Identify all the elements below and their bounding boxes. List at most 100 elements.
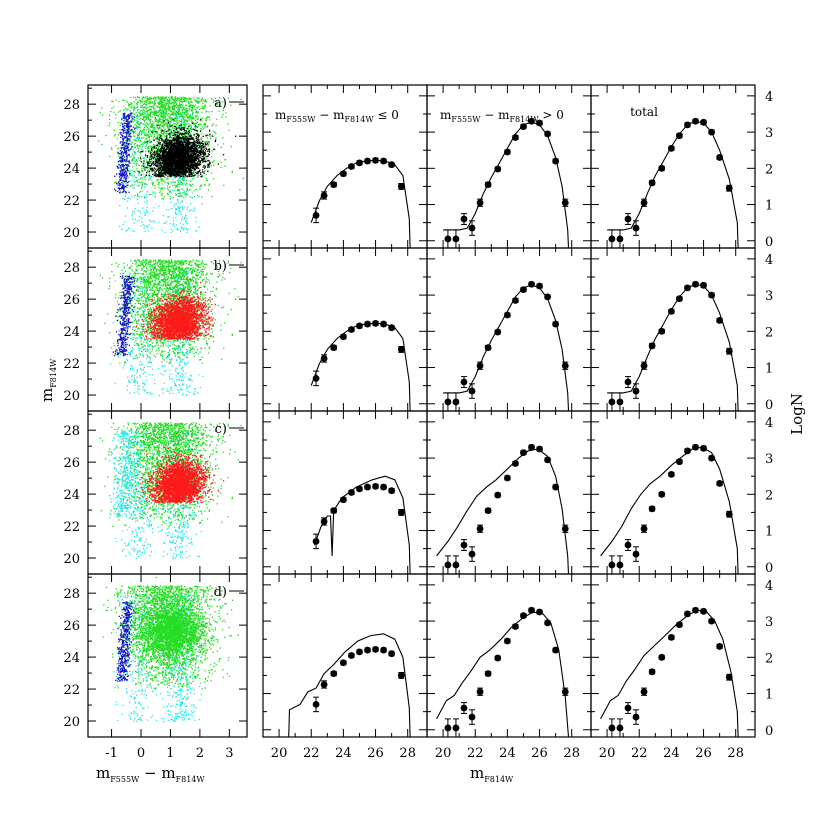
lf-frame-r3-c1 xyxy=(262,410,428,575)
lf-point-r4-c1-0 xyxy=(312,701,320,708)
lf-point-r1-c3-9 xyxy=(684,121,691,129)
lf-yticklabel-r1-3: 3 xyxy=(765,126,773,141)
lf-point-r4-c1-10 xyxy=(397,672,405,679)
lf-point-r4-c1-2 xyxy=(330,670,338,678)
lf-point-r1-c1-5 xyxy=(356,159,363,167)
cmd-yticklabel-1-4: 28 xyxy=(63,98,80,113)
cmd-yticklabel-4-1: 22 xyxy=(63,683,80,698)
lf-point-r3-c2-9 xyxy=(520,449,527,457)
lf-panel-r3-c2 xyxy=(426,410,592,575)
lf-yticklabel-r3-2: 2 xyxy=(765,488,773,503)
lf-xlabel: mF814W xyxy=(470,764,514,784)
lf-yticklabel-r4-4: 4 xyxy=(765,579,773,594)
lf-point-r1-c2-13 xyxy=(552,157,560,165)
lf-point-r3-c2-3 xyxy=(468,550,476,558)
lf-title-col3: total xyxy=(630,105,658,119)
lf-point-r4-c1-6 xyxy=(364,646,371,654)
lf-point-r4-c2-12 xyxy=(544,619,551,627)
lf-point-r3-c2-11 xyxy=(536,445,543,453)
lf-point-r2-c3-0 xyxy=(608,398,616,406)
lf-point-r2-c2-7 xyxy=(503,311,511,319)
cmd-stars-4 xyxy=(102,576,239,723)
lf-point-r3-c3-9 xyxy=(684,447,691,455)
lf-xticklabel-c1-4: 28 xyxy=(399,746,416,761)
lf-point-r4-c2-2 xyxy=(460,704,468,712)
lf-point-r3-c3-3 xyxy=(632,550,640,558)
lf-point-r4-c1-8 xyxy=(380,646,387,654)
lf-point-r2-c2-8 xyxy=(512,297,519,304)
lf-model-r1-c3 xyxy=(607,120,739,248)
lf-point-r4-c3-9 xyxy=(684,610,691,618)
lf-point-r2-c1-10 xyxy=(397,346,405,353)
cmd-stars-3 xyxy=(99,422,242,560)
lf-xticklabel-c2-1: 22 xyxy=(467,746,484,761)
lf-point-r4-c3-2 xyxy=(624,704,632,712)
lf-point-r4-c2-1 xyxy=(452,724,460,732)
cmd-cyan-stars-3 xyxy=(112,430,203,560)
cmd-overlay-stars-2 xyxy=(136,278,237,341)
lf-point-r3-c2-0 xyxy=(444,561,452,569)
lf-point-r2-c1-4 xyxy=(348,326,355,333)
lf-point-r1-c1-0 xyxy=(312,212,320,219)
lf-point-r2-c1-6 xyxy=(364,320,371,328)
lf-point-r1-c2-11 xyxy=(536,119,543,127)
cmd-ylabel: mF814W xyxy=(38,358,58,402)
lf-point-r1-c2-12 xyxy=(544,130,551,138)
lf-xticklabel-c2-2: 24 xyxy=(499,746,516,761)
lf-point-r4-c1-9 xyxy=(388,650,396,658)
lf-yticklabel-r1-1: 1 xyxy=(765,199,773,214)
lf-point-r1-c3-0 xyxy=(608,235,616,243)
lf-yticklabel-r4-2: 2 xyxy=(765,651,773,666)
lf-point-r1-c2-8 xyxy=(512,134,519,141)
lf-point-r4-c3-11 xyxy=(700,607,707,615)
lf-panel-r4-c3: 0 1 2 3 4 20 22 24 26 28 xyxy=(590,573,773,761)
lf-panel-r1-c2 xyxy=(426,84,592,249)
cmd-panel-4: 20 22 24 26 28 d) -1 0 1 2 3 xyxy=(63,573,248,761)
cmd-panel-label-4: d) xyxy=(214,585,227,600)
lf-point-r4-c2-0 xyxy=(444,724,452,732)
cmd-cyan-stars-4 xyxy=(113,593,203,723)
cmd-yticklabel-3-3: 26 xyxy=(63,456,80,471)
lf-point-r4-c2-7 xyxy=(503,637,511,645)
lf-yticklabel-r4-3: 3 xyxy=(765,615,773,630)
lf-yticklabel-r2-0: 0 xyxy=(765,398,773,413)
lf-yticklabel-r4-0: 0 xyxy=(765,724,773,739)
lf-point-r3-c3-12 xyxy=(708,454,715,462)
lf-point-r1-c2-1 xyxy=(452,235,460,243)
cmd-yticklabel-4-2: 24 xyxy=(63,651,80,666)
lf-point-r2-c1-2 xyxy=(330,344,338,352)
lf-point-r3-c2-5 xyxy=(484,507,492,515)
lf-point-r2-c3-11 xyxy=(700,281,707,289)
lf-point-r4-c3-7 xyxy=(667,633,675,641)
cmd-overlay-stars-3 xyxy=(136,433,225,504)
cmd-yticklabel-1-3: 26 xyxy=(63,130,80,145)
lf-point-r3-c1-7 xyxy=(372,482,379,490)
cmd-blue-stars-2 xyxy=(112,275,136,357)
cmd-blue-stars-3 xyxy=(109,430,148,520)
lf-model-r3-c3 xyxy=(600,446,739,574)
lf-point-r4-c2-9 xyxy=(520,612,527,620)
cmd-stars-1 xyxy=(98,96,244,234)
lf-point-r1-c1-7 xyxy=(372,156,379,164)
lf-point-r2-c3-4 xyxy=(640,362,648,370)
lf-model-r1-c2 xyxy=(443,121,570,248)
lf-point-r2-c2-10 xyxy=(528,280,535,288)
lf-panels: 0 1 2 3 4 0 1 2 3 4 0 1 2 3 4 20 22 24 26 28 20 22 24 26 28 0 1 2 3 4… xyxy=(262,84,773,761)
lf-point-r3-c3-14 xyxy=(725,510,733,518)
lf-point-r3-c3-6 xyxy=(658,490,666,498)
lf-point-r2-c3-1 xyxy=(616,398,624,406)
lf-point-r2-c3-9 xyxy=(684,284,691,292)
lf-point-r1-c2-0 xyxy=(444,235,452,243)
cmd-xticklabel-4: 3 xyxy=(225,746,233,761)
lf-point-r1-c3-3 xyxy=(632,224,640,232)
cmd-yticklabel-2-2: 24 xyxy=(63,325,80,340)
cmd-xticklabel-1: 0 xyxy=(137,746,145,761)
lf-point-r3-c1-3 xyxy=(339,496,347,504)
lf-point-r1-c1-4 xyxy=(348,163,355,170)
lf-yticklabel-r3-1: 1 xyxy=(765,525,773,540)
lf-point-r2-c3-8 xyxy=(676,295,683,303)
lf-point-r1-c1-8 xyxy=(380,157,387,165)
cmd-xlabel: mF555W − mF814W xyxy=(96,764,205,784)
lf-yticklabel-r1-2: 2 xyxy=(765,162,773,177)
lf-panel-r1-c3: 0 1 2 3 4 xyxy=(590,84,773,250)
